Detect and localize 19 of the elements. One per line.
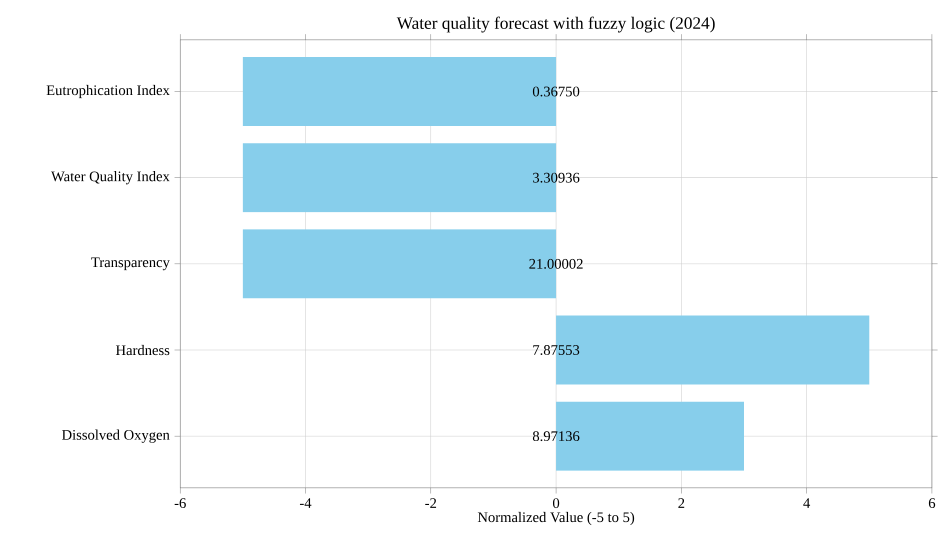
x-tick-label: -4 [300, 498, 312, 508]
annotation: 8.97136 [532, 431, 580, 442]
annotation: 21.00002 [529, 259, 583, 269]
x-tick-label: 4 [803, 498, 810, 508]
x-tick-label: 6 [928, 498, 936, 508]
x-tick-label: 2 [678, 498, 684, 508]
y-tick-label: Dissolved Oxygen [62, 430, 170, 443]
y-tick-label: Water Quality Index [51, 171, 170, 184]
annotation: 0.36750 [532, 86, 580, 97]
y-tick-label: Hardness [116, 345, 170, 356]
annotation: 3.30936 [533, 172, 580, 183]
chart-title: Water quality forecast with fuzzy logic (2024) [396, 16, 715, 33]
x-tick-label: -6 [174, 498, 186, 508]
annotation: 7.87553 [533, 345, 580, 356]
x-tick-label: 0 [552, 498, 560, 508]
x-axis-title: Normalized Value (-5 to 5) [478, 512, 634, 526]
x-tick-label: -2 [425, 498, 436, 508]
y-tick-label: Eutrophication Index [46, 85, 170, 98]
y-tick-label: Transparency [91, 258, 170, 270]
